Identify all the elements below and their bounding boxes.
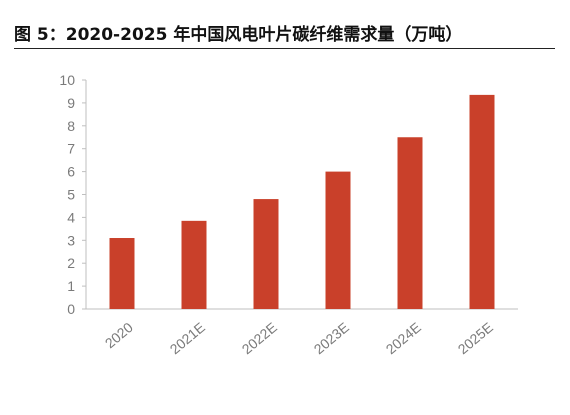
x-axis-ticks: 2020 2021E 2022E 2023E 2024E 2025E bbox=[102, 319, 496, 357]
x-tick-label: 2024E bbox=[383, 319, 424, 357]
y-tick-label: 8 bbox=[67, 118, 75, 134]
y-tick-label: 2 bbox=[67, 255, 75, 271]
y-tick-label: 6 bbox=[67, 164, 75, 180]
y-tick-label: 9 bbox=[67, 95, 75, 111]
y-tick-label: 7 bbox=[67, 141, 75, 157]
y-axis-ticks: 0 1 2 3 4 5 6 7 8 9 10 bbox=[59, 72, 86, 317]
x-tick-label: 2020 bbox=[102, 319, 136, 351]
y-tick-label: 4 bbox=[67, 209, 75, 225]
chart-title: 图 5：2020-2025 年中国风电叶片碳纤维需求量（万吨） bbox=[14, 25, 463, 45]
x-tick-label: 2022E bbox=[239, 319, 280, 357]
chart-axes bbox=[85, 80, 518, 310]
bar bbox=[253, 199, 279, 309]
bar bbox=[181, 220, 207, 309]
y-tick-label: 0 bbox=[67, 301, 75, 317]
y-tick-label: 3 bbox=[67, 232, 75, 248]
x-tick-label: 2021E bbox=[167, 319, 208, 357]
bar bbox=[397, 137, 423, 309]
x-tick-label: 2023E bbox=[311, 319, 352, 357]
title-divider bbox=[14, 48, 555, 49]
y-tick-label: 1 bbox=[67, 278, 75, 294]
bar bbox=[325, 171, 351, 309]
bar bbox=[469, 94, 495, 309]
x-tick-label: 2025E bbox=[455, 319, 496, 357]
bar bbox=[109, 238, 135, 309]
y-tick-label: 5 bbox=[67, 187, 75, 203]
y-tick-label: 10 bbox=[59, 72, 75, 88]
bar-series bbox=[109, 94, 495, 309]
